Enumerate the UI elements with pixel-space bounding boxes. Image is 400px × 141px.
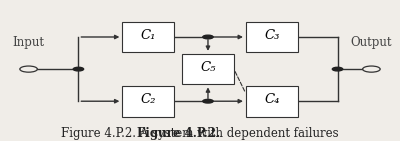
Text: C₂: C₂ — [140, 93, 156, 106]
Circle shape — [203, 99, 213, 103]
Text: Figure 4.P.2. A system with dependent failures: Figure 4.P.2. A system with dependent fa… — [61, 127, 339, 140]
Bar — [246, 22, 298, 52]
Bar — [122, 86, 174, 117]
Text: C₁: C₁ — [140, 29, 156, 42]
Text: Figure 4.P.2.: Figure 4.P.2. — [138, 127, 220, 140]
Circle shape — [332, 67, 343, 71]
Circle shape — [20, 66, 37, 72]
Text: C₄: C₄ — [264, 93, 280, 106]
Bar — [182, 54, 234, 84]
Text: C₅: C₅ — [200, 61, 216, 74]
Text: C₃: C₃ — [264, 29, 280, 42]
Circle shape — [73, 67, 84, 71]
Circle shape — [203, 35, 213, 39]
Bar — [246, 86, 298, 117]
Text: Output: Output — [351, 36, 392, 49]
Circle shape — [363, 66, 380, 72]
Bar — [122, 22, 174, 52]
Text: Input: Input — [12, 36, 44, 49]
